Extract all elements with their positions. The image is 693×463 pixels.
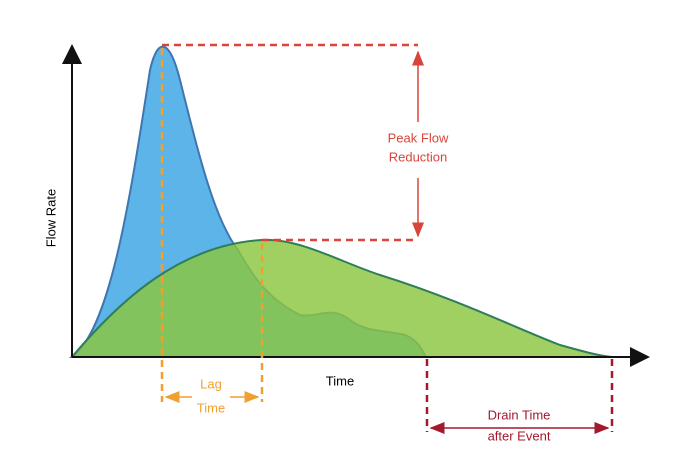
x-axis-label: Time [326, 373, 354, 388]
peak-guides [162, 43, 418, 242]
post-development-curve [69, 238, 613, 358]
lag-label-line: Time [197, 400, 225, 415]
lag-label-line: Lag [200, 376, 222, 391]
drain-label-line: after Event [488, 428, 551, 443]
peak-label-line: Reduction [389, 149, 448, 164]
lag-label-bg [192, 386, 230, 408]
lag-guides [160, 48, 264, 402]
y-axis-label: Flow Rate [43, 189, 58, 248]
drain-guides [425, 359, 614, 432]
peak-label-line: Peak Flow [388, 130, 449, 145]
drain-label-line: Drain Time [488, 407, 551, 422]
drain-label-bg [480, 429, 560, 445]
